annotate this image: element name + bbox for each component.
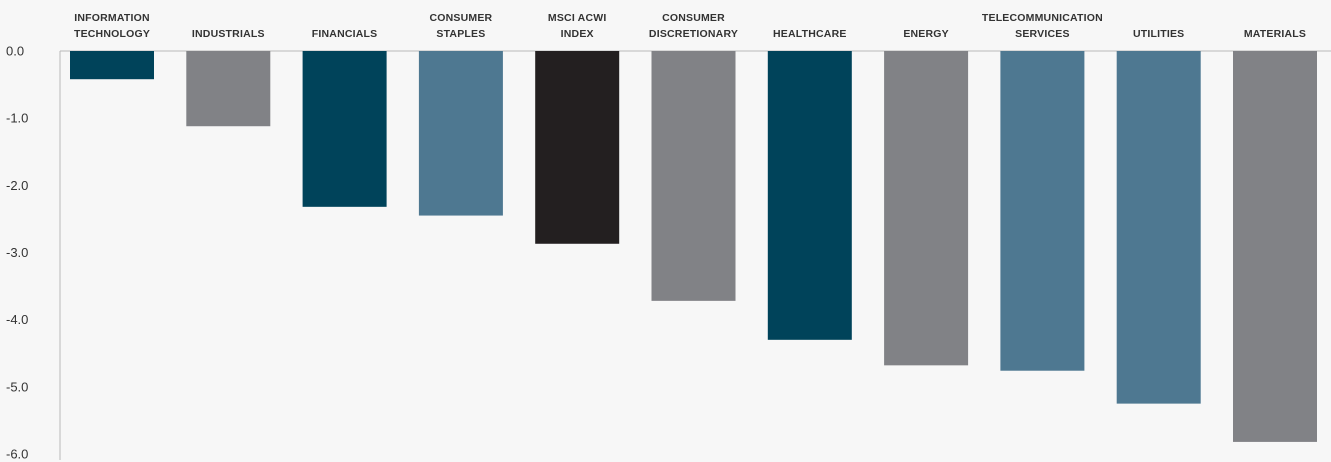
bar	[70, 51, 154, 80]
category-label: FINANCIALS	[312, 28, 378, 40]
bar	[1116, 51, 1201, 404]
category-label: INFORMATION	[74, 12, 150, 24]
bar	[767, 51, 852, 340]
category-label: DISCRETIONARY	[649, 28, 738, 40]
bars	[70, 51, 1317, 442]
category-label: STAPLES	[436, 28, 485, 40]
category-label: ENERGY	[903, 28, 949, 40]
category-label: TELECOMMUNICATION	[982, 12, 1103, 24]
bar	[1233, 51, 1317, 442]
bar	[884, 51, 969, 366]
category-label: CONSUMER	[662, 12, 725, 24]
category-label: MATERIALS	[1244, 28, 1306, 40]
category-labels: INFORMATION TECHNOLOGY INDUSTRIALS FINANCIA…	[74, 12, 1306, 40]
category-label: HEALTHCARE	[773, 28, 847, 40]
bar	[418, 51, 503, 216]
bar	[186, 51, 271, 127]
y-tick-label: -3.0	[6, 245, 28, 260]
category-label: SERVICES	[1015, 28, 1070, 40]
category-label: UTILITIES	[1133, 28, 1184, 40]
y-tick-label: 0.0	[6, 44, 24, 59]
category-label: INDUSTRIALS	[192, 28, 265, 40]
bar	[1000, 51, 1085, 371]
category-label: TECHNOLOGY	[74, 28, 150, 40]
bar	[651, 51, 736, 301]
y-tick-label: -5.0	[6, 379, 28, 394]
category-label: MSCI ACWI	[548, 12, 607, 24]
bar	[302, 51, 387, 207]
y-tick-label: -1.0	[6, 111, 28, 126]
y-tick-label: -4.0	[6, 312, 28, 327]
y-tick-label: -2.0	[6, 178, 28, 193]
bar	[535, 51, 620, 244]
y-tick-label: -6.0	[6, 447, 28, 462]
category-label: CONSUMER	[429, 12, 492, 24]
category-label: INDEX	[561, 28, 594, 40]
